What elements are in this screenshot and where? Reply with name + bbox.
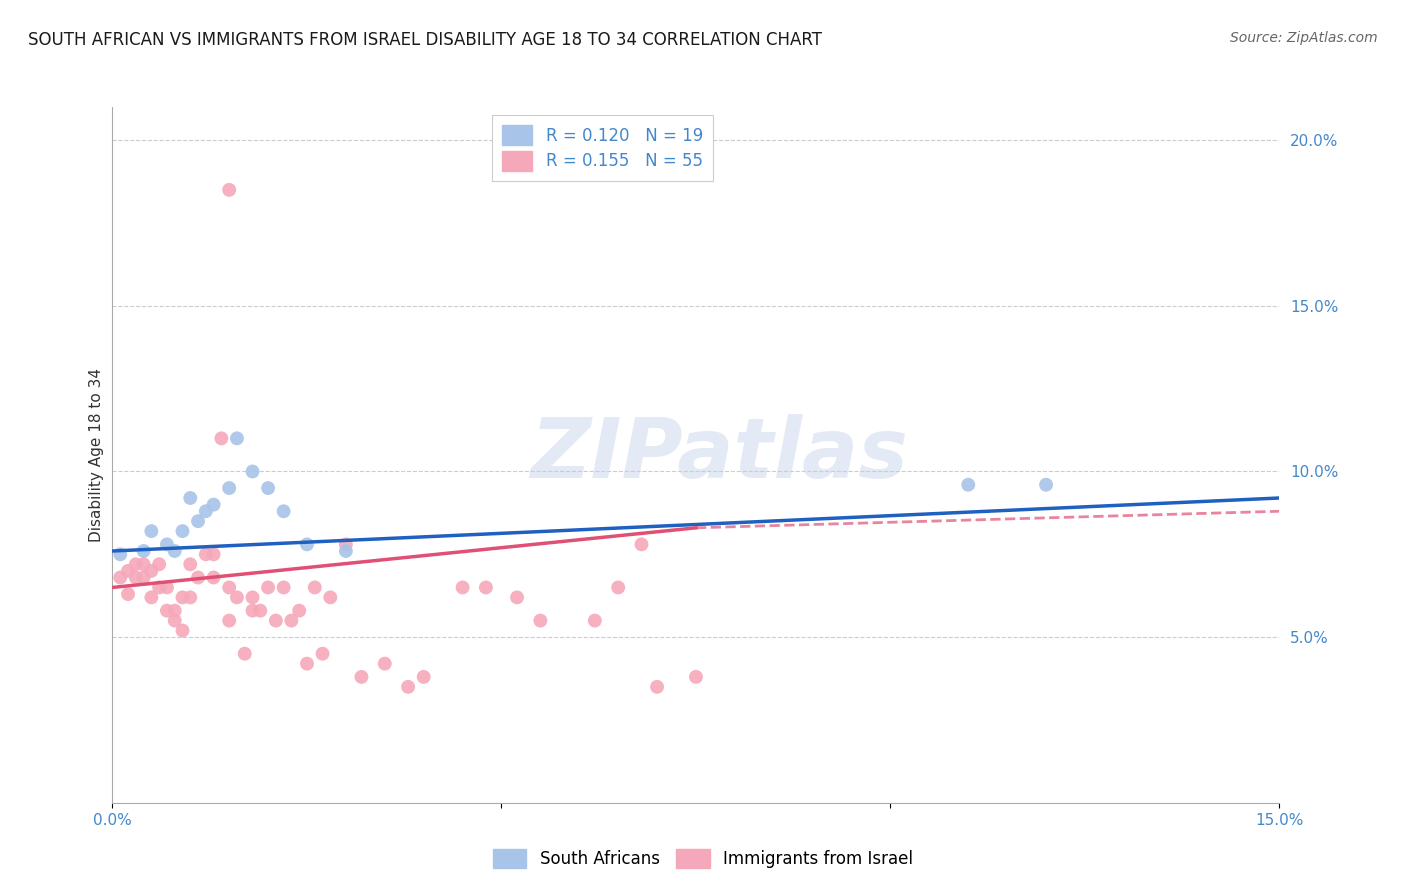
Point [304,581,326,595]
Point [396,680,419,694]
Point [645,680,668,694]
Point [202,570,225,584]
Point [233,647,256,661]
Point [202,498,225,512]
Point [529,614,551,628]
Point [141,524,163,538]
Point [110,547,132,561]
Point [242,465,264,479]
Point [187,514,209,528]
Point [257,481,280,495]
Point [412,670,434,684]
Point [125,570,148,584]
Point [218,481,240,495]
Point [451,581,474,595]
Point [311,647,333,661]
Point [335,537,357,551]
Point [630,537,652,551]
Point [202,547,225,561]
Text: ZIPatlas: ZIPatlas [530,415,908,495]
Point [218,581,240,595]
Legend: South Africans, Immigrants from Israel: South Africans, Immigrants from Israel [486,842,920,875]
Point [218,183,240,197]
Point [242,604,264,618]
Point [194,504,217,518]
Point [172,591,194,605]
Point [125,558,148,572]
Point [264,614,287,628]
Point [179,491,201,505]
Point [226,591,249,605]
Text: Source: ZipAtlas.com: Source: ZipAtlas.com [1230,31,1378,45]
Point [257,581,280,595]
Point [350,670,373,684]
Point [242,591,264,605]
Point [319,591,342,605]
Point [117,564,139,578]
Point [374,657,396,671]
Point [117,587,139,601]
Y-axis label: Disability Age 18 to 34: Disability Age 18 to 34 [89,368,104,542]
Point [163,604,186,618]
Point [187,570,209,584]
Point [163,614,186,628]
Point [156,581,179,595]
Point [132,544,155,558]
Point [141,591,163,605]
Point [249,604,271,618]
Point [132,558,155,572]
Point [295,657,318,671]
Point [273,581,295,595]
Point [194,547,217,561]
Point [163,544,186,558]
Point [685,670,707,684]
Point [179,558,201,572]
Point [172,624,194,638]
Point [957,477,980,491]
Point [156,537,179,551]
Point [218,614,240,628]
Point [209,431,232,445]
Point [172,524,194,538]
Legend: R = 0.120   N = 19, R = 0.155   N = 55: R = 0.120 N = 19, R = 0.155 N = 55 [492,115,713,180]
Point [607,581,630,595]
Point [156,604,179,618]
Point [288,604,311,618]
Point [475,581,498,595]
Text: SOUTH AFRICAN VS IMMIGRANTS FROM ISRAEL DISABILITY AGE 18 TO 34 CORRELATION CHAR: SOUTH AFRICAN VS IMMIGRANTS FROM ISRAEL … [28,31,823,49]
Point [141,564,163,578]
Point [583,614,606,628]
Point [506,591,529,605]
Point [295,537,318,551]
Point [335,544,357,558]
Point [273,504,295,518]
Point [226,431,249,445]
Point [280,614,302,628]
Point [148,581,170,595]
Point [179,591,201,605]
Point [110,570,132,584]
Point [132,570,155,584]
Point [148,558,170,572]
Point [1035,477,1057,491]
